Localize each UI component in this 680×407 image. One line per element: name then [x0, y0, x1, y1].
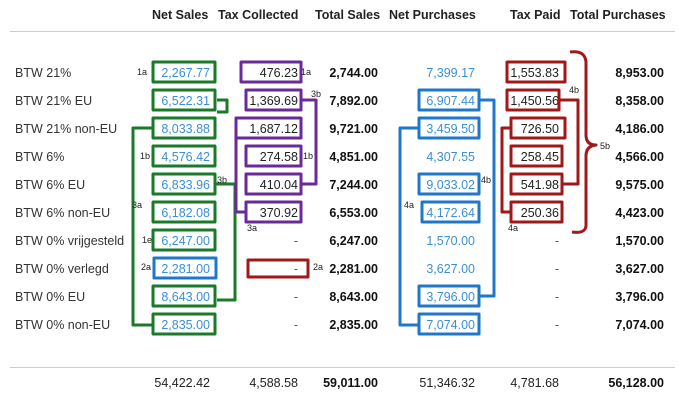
total-sales-cell: 7,244.00 — [329, 178, 378, 192]
net-purchases-cell: 4,172.64 — [426, 206, 475, 220]
total-purchases-cell: 3,796.00 — [615, 290, 664, 304]
row-label: BTW 0% verlegd — [15, 262, 109, 276]
header-net-purchases: Net Purchases — [389, 8, 476, 22]
total-tax-paid: 4,781.68 — [510, 376, 559, 390]
totals-divider — [10, 367, 675, 368]
total-purchases-cell: 8,358.00 — [615, 94, 664, 108]
table-row: BTW 0% vrijgesteld 6,247.00 - 6,247.00 1… — [0, 228, 680, 255]
net-purchases-cell: 7,074.00 — [426, 318, 475, 332]
row-label: BTW 21% non-EU — [15, 122, 118, 136]
net-purchases-cell: 3,627.00 — [426, 262, 475, 276]
row-label: BTW 6% non-EU — [15, 206, 111, 220]
net-sales-cell: 6,522.31 — [161, 94, 210, 108]
tax-paid-cell: - — [554, 234, 559, 248]
header-net-sales: Net Sales — [152, 8, 209, 22]
tax-paid-cell: 1,553.83 — [510, 66, 559, 80]
tax-paid-cell: 1,450.56 — [510, 94, 559, 108]
header-total-sales: Total Sales — [315, 8, 381, 22]
total-tax-collected: 4,588.58 — [249, 376, 298, 390]
total-sales-cell: 4,851.00 — [329, 150, 378, 164]
total-purchases-cell: 4,423.00 — [615, 206, 664, 220]
header-tax-collected: Tax Collected — [218, 8, 299, 22]
net-sales-cell: 6,247.00 — [161, 234, 210, 248]
net-sales-cell: 2,281.00 — [161, 262, 210, 276]
total-net-purchases: 51,346.32 — [419, 376, 475, 390]
total-purchases-cell: 1,570.00 — [615, 234, 664, 248]
total-purchases-cell: 3,627.00 — [615, 262, 664, 276]
total-sales-cell: 7,892.00 — [329, 94, 378, 108]
net-purchases-cell: 6,907.44 — [426, 94, 475, 108]
header-divider — [10, 31, 675, 32]
table-row: BTW 21% EU 6,522.31 1,369.69 7,892.00 6,… — [0, 88, 680, 115]
header-total-purchases: Total Purchases — [570, 8, 666, 22]
total-sales-cell: 2,281.00 — [329, 262, 378, 276]
net-sales-cell: 6,182.08 — [161, 206, 210, 220]
net-sales-cell: 2,267.77 — [161, 66, 210, 80]
row-label: BTW 21% — [15, 66, 72, 80]
row-label: BTW 0% non-EU — [15, 318, 111, 332]
net-sales-cell: 8,643.00 — [161, 290, 210, 304]
net-sales-cell: 8,033.88 — [161, 122, 210, 136]
row-label: BTW 6% EU — [15, 178, 86, 192]
net-purchases-cell: 4,307.55 — [426, 150, 475, 164]
total-purchases-cell: 4,566.00 — [615, 150, 664, 164]
tax-collected-cell: - — [293, 234, 298, 248]
table-row: BTW 0% EU 8,643.00 - 8,643.00 3,796.00 -… — [0, 284, 680, 311]
table-row: BTW 21% 2,267.77 476.23 2,744.00 7,399.1… — [0, 60, 680, 87]
table-row: BTW 6% 4,576.42 274.58 4,851.00 4,307.55… — [0, 144, 680, 171]
net-purchases-cell: 7,399.17 — [426, 66, 475, 80]
tax-paid-cell: 258.45 — [520, 150, 559, 164]
net-sales-cell: 4,576.42 — [161, 150, 210, 164]
total-net-sales: 54,422.42 — [154, 376, 210, 390]
tax-paid-cell: - — [554, 262, 559, 276]
total-sales-cell: 8,643.00 — [329, 290, 378, 304]
net-purchases-cell: 9,033.02 — [426, 178, 475, 192]
total-sales-cell: 6,553.00 — [329, 206, 378, 220]
net-sales-cell: 6,833.96 — [161, 178, 210, 192]
table-row: BTW 6% non-EU 6,182.08 370.92 6,553.00 4… — [0, 200, 680, 227]
tax-collected-cell: - — [293, 290, 298, 304]
net-sales-cell: 2,835.00 — [161, 318, 210, 332]
tax-paid-cell: - — [554, 290, 559, 304]
row-label: BTW 0% EU — [15, 290, 86, 304]
header-tax-paid: Tax Paid — [510, 8, 561, 22]
net-purchases-cell: 1,570.00 — [426, 234, 475, 248]
row-label: BTW 0% vrijgesteld — [15, 234, 125, 248]
total-purchases-cell: 4,186.00 — [615, 122, 664, 136]
total-total-purchases: 56,128.00 — [608, 376, 664, 390]
table-row: BTW 0% verlegd 2,281.00 - 2,281.00 3,627… — [0, 256, 680, 283]
tax-paid-cell: 541.98 — [520, 178, 559, 192]
net-purchases-cell: 3,796.00 — [426, 290, 475, 304]
row-label: BTW 21% EU — [15, 94, 93, 108]
row-label: BTW 6% — [15, 150, 65, 164]
table-row: BTW 21% non-EU 8,033.88 1,687.12 9,721.0… — [0, 116, 680, 143]
total-sales-cell: 6,247.00 — [329, 234, 378, 248]
total-sales-cell: 9,721.00 — [329, 122, 378, 136]
total-purchases-cell: 7,074.00 — [615, 318, 664, 332]
total-purchases-cell: 9,575.00 — [615, 178, 664, 192]
net-purchases-cell: 3,459.50 — [426, 122, 475, 136]
total-purchases-cell: 8,953.00 — [615, 66, 664, 80]
total-sales-cell: 2,744.00 — [329, 66, 378, 80]
table-row: BTW 6% EU 6,833.96 410.04 7,244.00 9,033… — [0, 172, 680, 199]
tax-paid-cell: 726.50 — [520, 122, 559, 136]
table-row: BTW 0% non-EU 2,835.00 - 2,835.00 7,074.… — [0, 312, 680, 339]
tax-paid-cell: 250.36 — [520, 206, 559, 220]
total-sales-cell: 2,835.00 — [329, 318, 378, 332]
total-total-sales: 59,011.00 — [323, 376, 378, 390]
tax-collected-cell: - — [293, 318, 298, 332]
tax-paid-cell: - — [554, 318, 559, 332]
